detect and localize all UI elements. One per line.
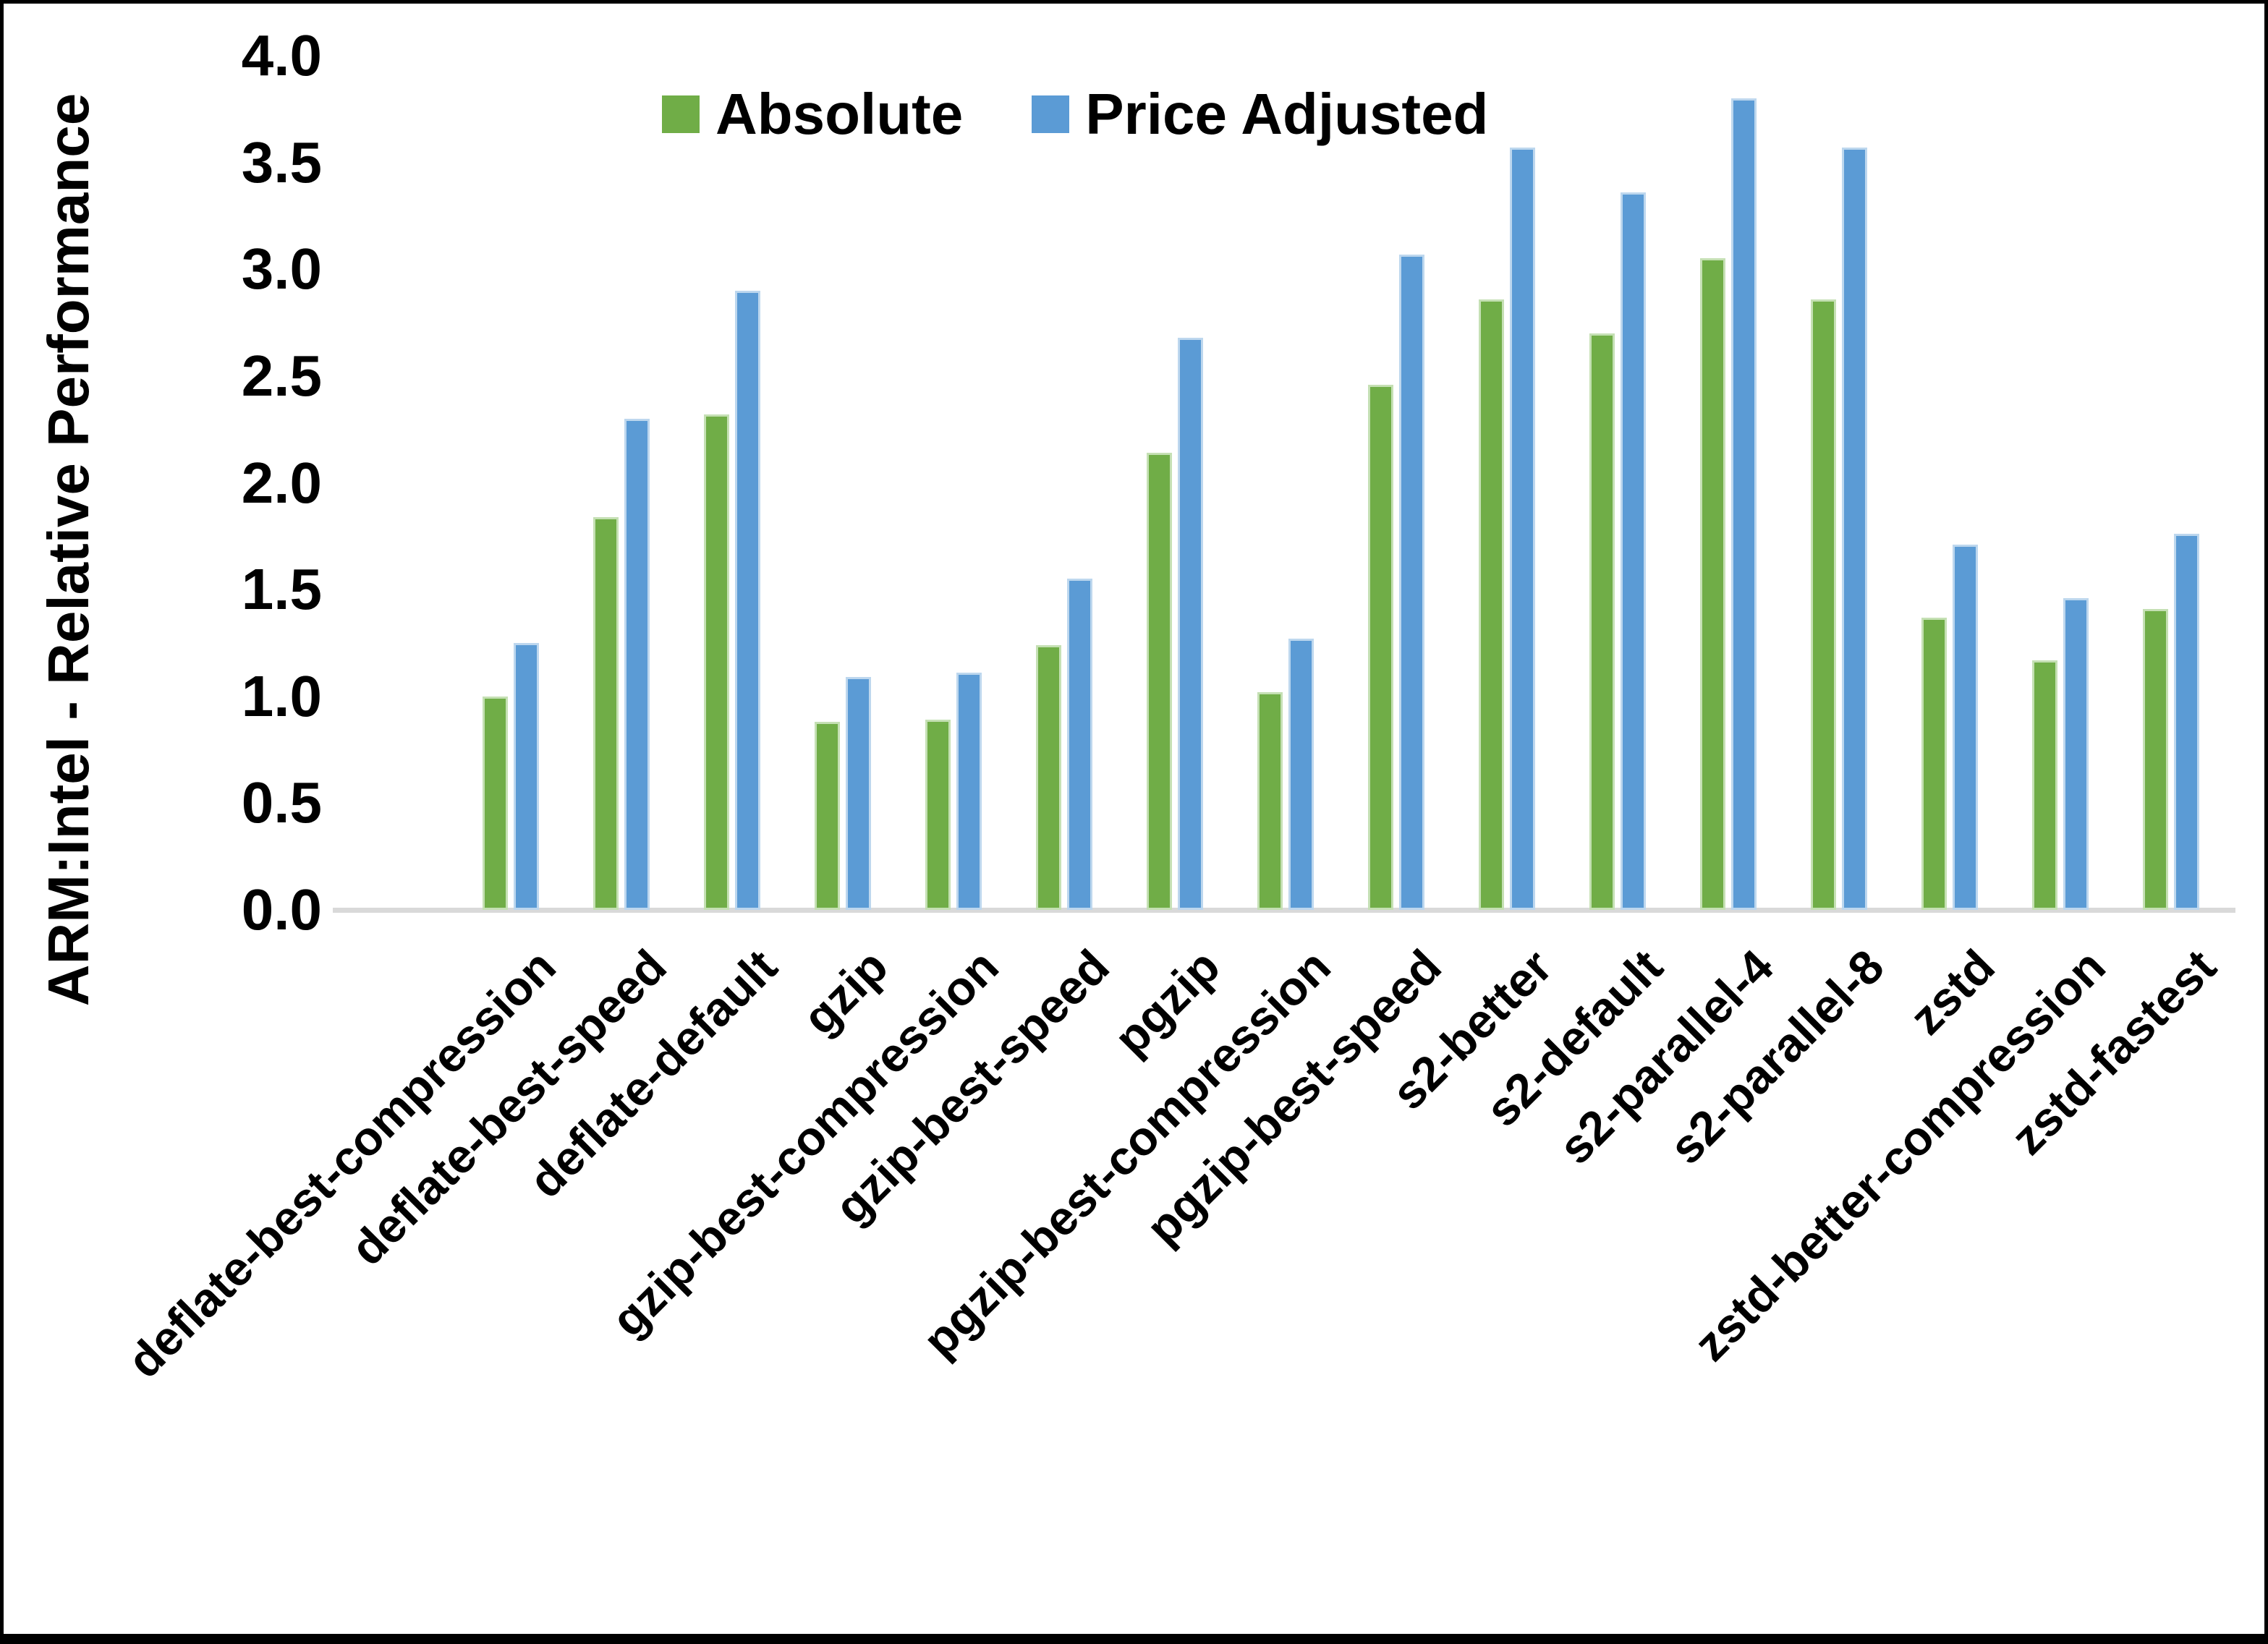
legend: Absolute Price Adjusted: [662, 81, 1488, 148]
y-tick-label: 2.0: [241, 450, 322, 515]
bar-price-adjusted-deflate-best-speed: [624, 418, 650, 910]
bar-absolute-deflate-best-speed: [593, 516, 619, 910]
y-tick-label: 4.0: [241, 23, 322, 88]
legend-swatch-price-adjusted-icon: [1032, 95, 1070, 133]
legend-swatch-absolute-icon: [662, 95, 700, 133]
y-tick-label: 2.5: [241, 343, 322, 408]
bar-price-adjusted-s2-better: [1510, 147, 1535, 910]
bar-price-adjusted-zstd-fastest: [2174, 534, 2199, 910]
legend-label-absolute: Absolute: [715, 82, 964, 146]
y-tick-label: 3.5: [241, 129, 322, 195]
bar-price-adjusted-pgzip: [1178, 337, 1203, 910]
y-tick-label: 0.0: [241, 877, 322, 942]
bar-price-adjusted-s2-parallel-8: [1842, 147, 1867, 910]
legend-item-price-adjusted: Price Adjusted: [1032, 81, 1488, 148]
y-tick-label: 1.5: [241, 557, 322, 622]
legend-item-absolute: Absolute: [662, 81, 963, 148]
bar-absolute-pgzip-best-speed: [1368, 384, 1393, 910]
bar-price-adjusted-deflate-best-compression: [514, 642, 539, 910]
bar-absolute-zstd-better-compression: [2032, 660, 2057, 910]
y-axis-title: ARM:Intel - Relative Performance: [36, 93, 101, 1007]
bar-absolute-s2-parallel-8: [1811, 299, 1836, 910]
bar-absolute-gzip: [815, 722, 840, 910]
bar-price-adjusted-pgzip-best-compression: [1288, 639, 1314, 910]
bar-absolute-s2-better: [1479, 299, 1504, 910]
bar-price-adjusted-s2-default: [1621, 192, 1646, 910]
bar-absolute-deflate-default: [704, 414, 729, 910]
bar-absolute-s2-default: [1589, 333, 1615, 910]
bar-absolute-gzip-best-speed: [1036, 644, 1061, 910]
y-tick-label: 3.0: [241, 237, 322, 302]
bar-price-adjusted-zstd-better-compression: [2063, 597, 2089, 910]
bar-price-adjusted-gzip-best-speed: [1067, 579, 1092, 910]
bar-absolute-zstd: [1921, 617, 1947, 910]
bar-absolute-zstd-fastest: [2143, 608, 2168, 910]
bar-price-adjusted-gzip-best-compression: [956, 673, 982, 910]
y-tick-label: 0.5: [241, 770, 322, 835]
bar-absolute-pgzip-best-compression: [1257, 691, 1283, 910]
x-axis-line: [333, 908, 2235, 913]
bar-absolute-deflate-best-compression: [483, 696, 508, 910]
bar-price-adjusted-zstd: [1953, 545, 1978, 910]
bar-price-adjusted-s2-parallel-4: [1731, 98, 1757, 910]
legend-label-price-adjusted: Price Adjusted: [1085, 82, 1489, 146]
bar-absolute-gzip-best-compression: [925, 720, 951, 910]
bar-price-adjusted-deflate-default: [735, 290, 760, 910]
y-tick-label: 1.0: [241, 663, 322, 728]
bar-absolute-s2-parallel-4: [1700, 258, 1725, 910]
bar-price-adjusted-gzip: [846, 677, 871, 910]
bar-absolute-pgzip: [1147, 453, 1172, 910]
bar-price-adjusted-pgzip-best-speed: [1399, 254, 1424, 910]
